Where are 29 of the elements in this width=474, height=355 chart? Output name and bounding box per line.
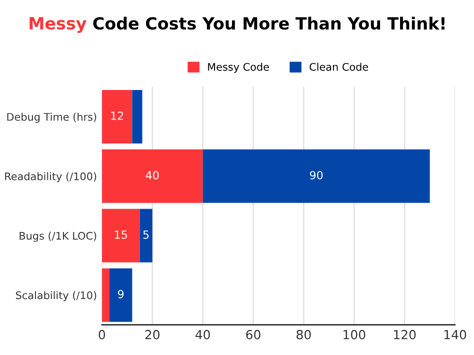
bar [102, 268, 110, 322]
bar [102, 90, 132, 144]
bar [109, 268, 132, 322]
x-tick-label: 80 [296, 330, 311, 340]
y-tick-label: Bugs (/1K LOC) [20, 232, 96, 242]
data-label: 12 [111, 112, 123, 120]
x-tick-label: 100 [344, 330, 366, 340]
data-label: 90 [310, 170, 323, 180]
x-tick-label: 20 [145, 330, 160, 340]
data-label: 9 [118, 290, 124, 298]
x-tick-label: 40 [195, 330, 210, 340]
bar [132, 90, 142, 144]
bar [102, 149, 203, 203]
bar [140, 208, 152, 262]
y-tick-label: Debug Time (hrs) [7, 112, 96, 123]
legend-label: Clean Code [310, 62, 368, 71]
x-tick-label: 120 [394, 330, 416, 340]
data-label: 15 [114, 230, 127, 239]
legend-label: Messy Code [208, 62, 269, 73]
y-tick-label: Scalability (/10) [16, 291, 96, 302]
data-label: 40 [146, 170, 159, 180]
x-tick-label: 60 [246, 330, 260, 340]
data-label: 5 [143, 230, 149, 239]
x-tick-label: 0 [98, 330, 106, 340]
x-tick-label: 140 [444, 330, 466, 340]
bar [202, 149, 430, 203]
chart-title: Messy Code Costs You More Than You Think! [30, 16, 444, 33]
bar [102, 208, 140, 262]
y-tick-label: Readability (/100) [5, 172, 96, 182]
